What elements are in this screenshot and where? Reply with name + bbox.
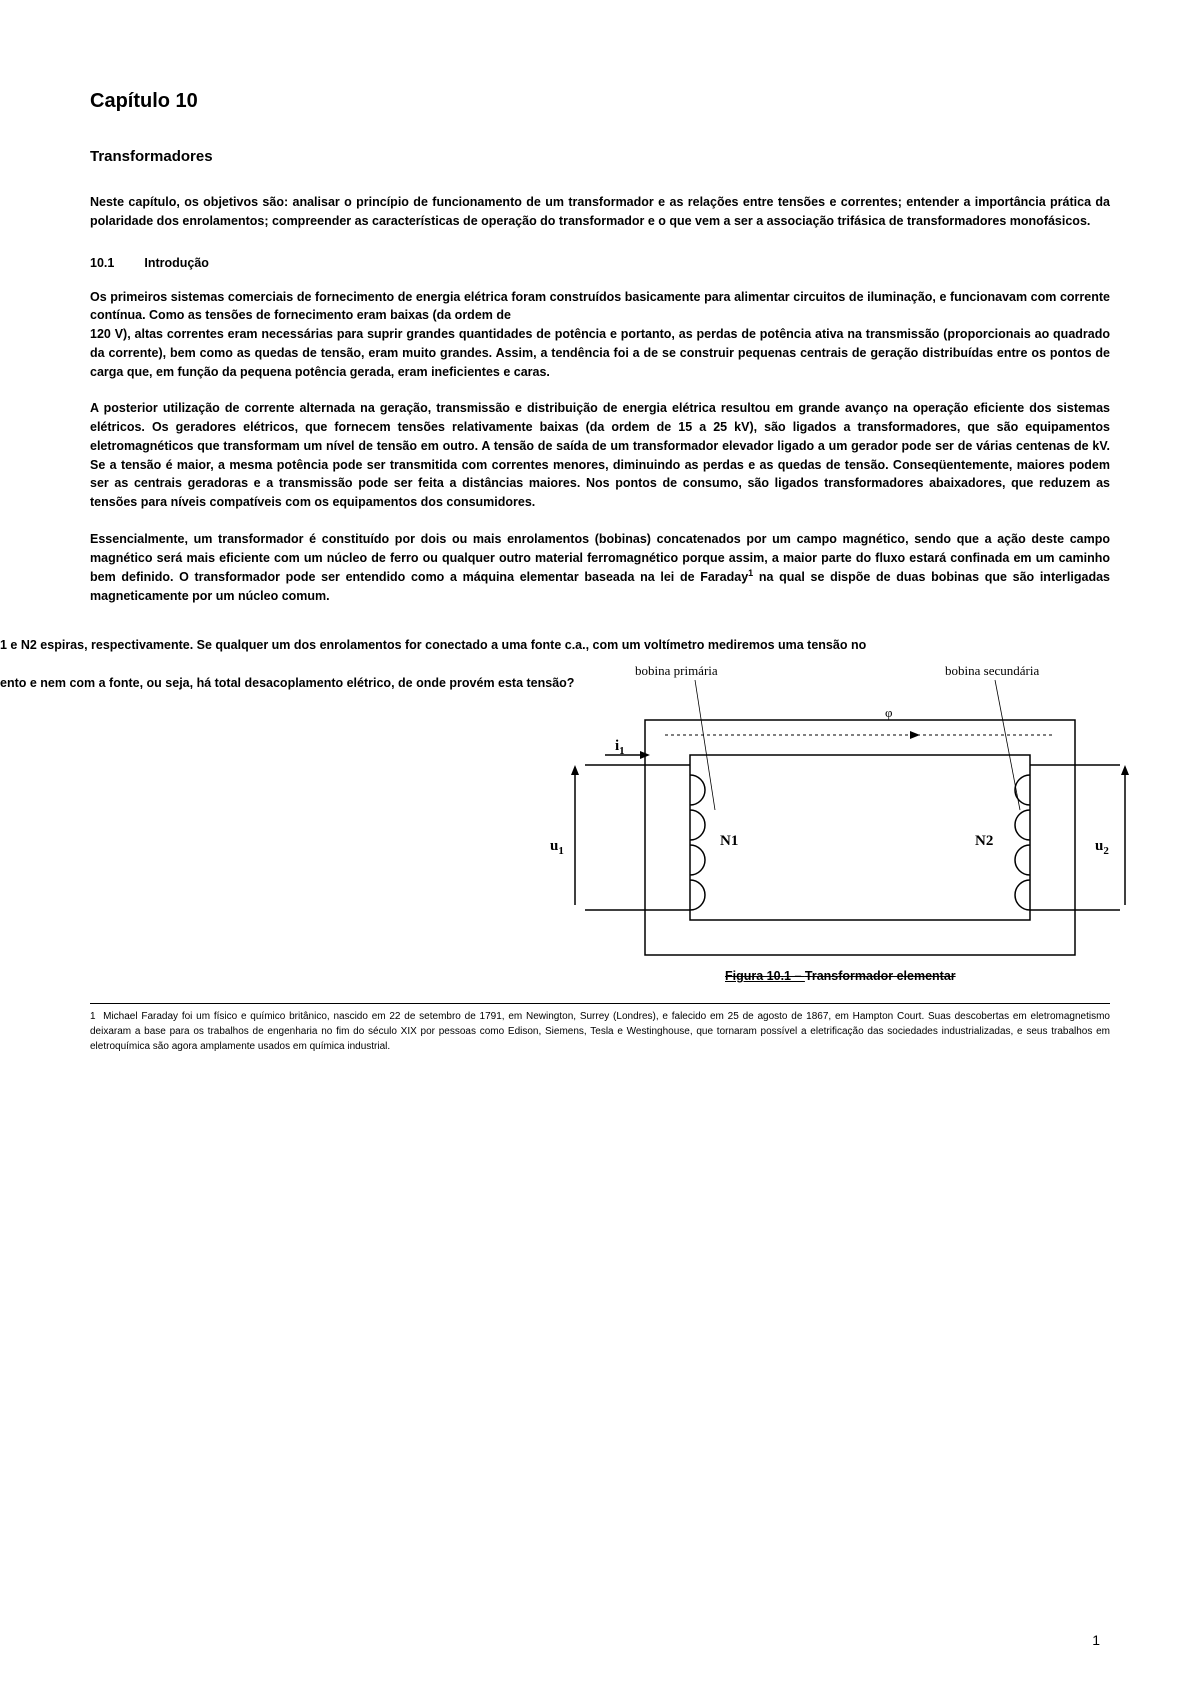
page-number: 1 [1092, 1632, 1100, 1648]
footnote-text: Michael Faraday foi um físico e químico … [90, 1011, 1110, 1052]
topic-title: Transformadores [90, 148, 1110, 165]
u1-arrowhead [571, 765, 579, 775]
secondary-coil-label: bobina secundária [945, 663, 1039, 678]
footnote: 1 Michael Faraday foi um físico e químic… [90, 1009, 1110, 1054]
primary-coil-label: bobina primária [635, 663, 718, 678]
section-number: 10.1 [90, 256, 114, 270]
n2-label: N2 [975, 833, 993, 849]
phi-label: φ [885, 705, 893, 720]
paragraph-3: Essencialmente, um transformador é const… [90, 530, 1110, 606]
figure-caption-text: Transformador elementar [805, 969, 956, 983]
paragraph-1b: 120 V), altas correntes eram necessárias… [90, 325, 1110, 381]
i1-label: i1 [615, 738, 625, 757]
u1-label: u1 [550, 838, 564, 857]
footnote-separator [90, 1003, 1110, 1004]
paragraph-2: A posterior utilização de corrente alter… [90, 399, 1110, 512]
fragment-line-1: 1 e N2 espiras, respectivamente. Se qual… [0, 638, 1200, 652]
figure-caption: Figura 10.1 – Transformador elementar [725, 969, 956, 983]
section-title: Introdução [144, 256, 209, 270]
footnote-number: 1 [90, 1011, 96, 1022]
secondary-coil-arc [1015, 775, 1030, 805]
figure-caption-prefix: Figura 10.1 – [725, 969, 805, 983]
secondary-label-pointer [995, 680, 1020, 810]
paragraph-1a: Os primeiros sistemas comerciais de forn… [90, 288, 1110, 326]
transformer-figure: bobina primária bobina secundária φ [465, 655, 1145, 995]
section-header: 10.1 Introdução [90, 256, 1110, 270]
n1-label: N1 [720, 833, 738, 849]
u2-arrowhead [1121, 765, 1129, 775]
u2-label: u2 [1095, 838, 1109, 857]
primary-coil-arc [690, 775, 705, 805]
intro-paragraph: Neste capítulo, os objetivos são: analis… [90, 193, 1110, 231]
chapter-title: Capítulo 10 [90, 90, 1110, 113]
transformer-diagram: bobina primária bobina secundária φ [465, 655, 1145, 995]
phi-arrow [910, 731, 920, 739]
